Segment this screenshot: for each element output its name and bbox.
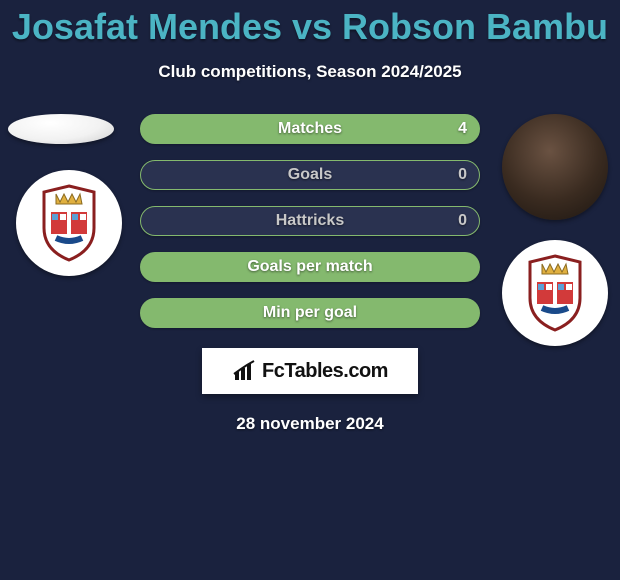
stat-right-value: 0 (458, 166, 467, 184)
bars-icon (232, 360, 258, 382)
stat-row-goals: Goals 0 (140, 160, 480, 190)
date-label: 28 november 2024 (0, 414, 620, 434)
stat-label: Goals (288, 166, 332, 184)
crest-icon (36, 184, 102, 262)
team-right-crest (502, 240, 608, 346)
comparison-content: Matches 4 Goals 0 Hattricks 0 Goals per … (0, 114, 620, 434)
stat-right-value: 4 (458, 120, 467, 138)
team-left-crest (16, 170, 122, 276)
stat-rows: Matches 4 Goals 0 Hattricks 0 Goals per … (140, 114, 480, 328)
page-title: Josafat Mendes vs Robson Bambu (0, 0, 620, 48)
stat-right-value: 0 (458, 212, 467, 230)
stat-label: Min per goal (263, 304, 357, 322)
stat-row-hattricks: Hattricks 0 (140, 206, 480, 236)
player-left-avatar (8, 114, 114, 144)
stat-label: Hattricks (276, 212, 344, 230)
player-right-avatar (502, 114, 608, 220)
stat-label: Matches (278, 120, 342, 138)
stat-row-matches: Matches 4 (140, 114, 480, 144)
crest-icon (522, 254, 588, 332)
stat-label: Goals per match (247, 258, 372, 276)
brand-text: FcTables.com (262, 360, 388, 383)
stat-row-goals-per-match: Goals per match (140, 252, 480, 282)
brand-badge: FcTables.com (202, 348, 418, 394)
stat-row-min-per-goal: Min per goal (140, 298, 480, 328)
subtitle: Club competitions, Season 2024/2025 (0, 62, 620, 82)
